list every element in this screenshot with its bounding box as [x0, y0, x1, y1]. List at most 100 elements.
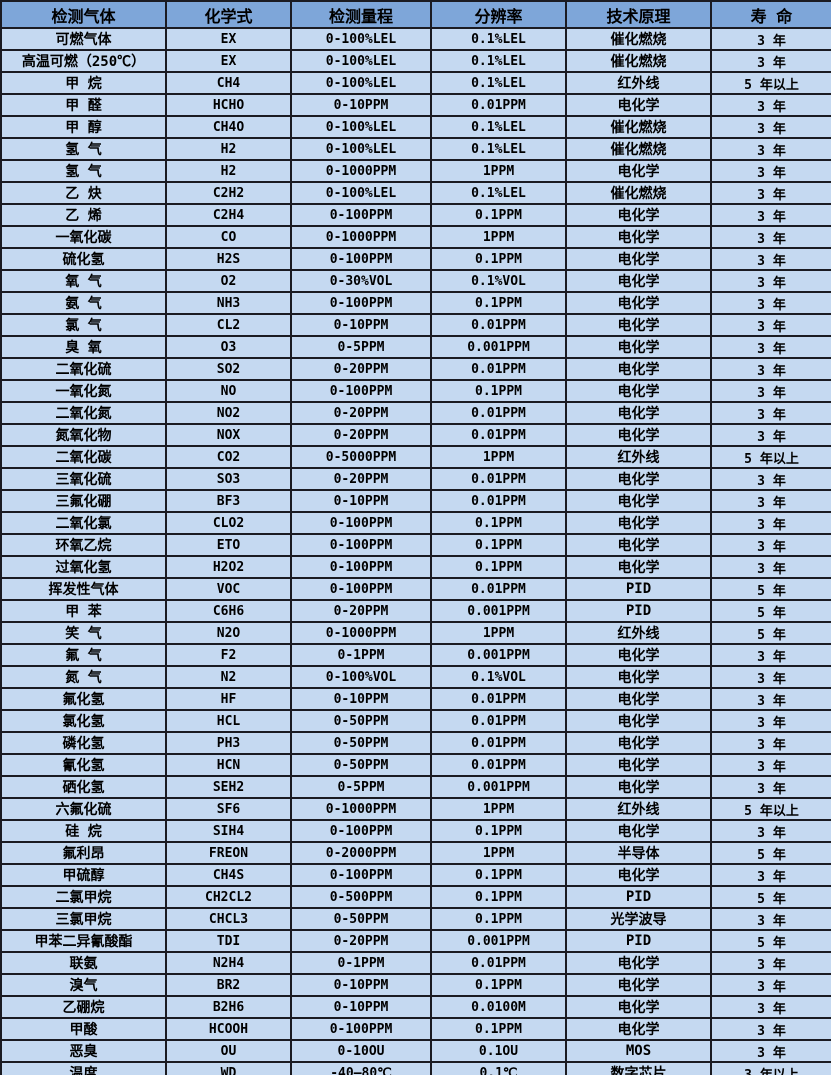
- cell-chemical-formula: SF6: [165, 797, 292, 821]
- cell-resolution: 0.0100M: [430, 995, 567, 1019]
- cell-technology-principle: 电化学: [565, 819, 712, 843]
- cell-gas-name: 三氯甲烷: [0, 907, 167, 931]
- cell-detection-range: 0-100PPM: [290, 203, 432, 227]
- cell-gas-name: 可燃气体: [0, 27, 167, 51]
- table-body: 可燃气体 EX 0-100%LEL 0.1%LEL 催化燃烧 3 年高温可燃（250℃） E…: [0, 27, 831, 1075]
- cell-resolution: 0.1%LEL: [430, 71, 567, 95]
- cell-lifespan: 3 年: [710, 291, 831, 315]
- cell-gas-name: 氟利昂: [0, 841, 167, 865]
- cell-lifespan: 3 年: [710, 401, 831, 425]
- cell-lifespan: 5 年: [710, 885, 831, 909]
- cell-detection-range: 0-100%LEL: [290, 27, 432, 51]
- cell-lifespan: 3 年: [710, 137, 831, 161]
- cell-resolution: 0.001PPM: [430, 643, 567, 667]
- cell-detection-range: 0-100PPM: [290, 533, 432, 557]
- cell-gas-name: 二氧化氮: [0, 401, 167, 425]
- cell-chemical-formula: HF: [165, 687, 292, 711]
- cell-chemical-formula: SO2: [165, 357, 292, 381]
- cell-gas-name: 六氟化硫: [0, 797, 167, 821]
- cell-chemical-formula: H2S: [165, 247, 292, 271]
- cell-resolution: 0.001PPM: [430, 335, 567, 359]
- cell-resolution: 0.01PPM: [430, 753, 567, 777]
- cell-chemical-formula: HCHO: [165, 93, 292, 117]
- cell-resolution: 0.01PPM: [430, 401, 567, 425]
- cell-detection-range: 0-10PPM: [290, 313, 432, 337]
- table-row: 六氟化硫 SF6 0-1000PPM 1PPM 红外线 5 年以上: [0, 797, 831, 821]
- cell-lifespan: 3 年: [710, 357, 831, 381]
- cell-detection-range: 0-100PPM: [290, 577, 432, 601]
- cell-detection-range: 0-100%VOL: [290, 665, 432, 689]
- cell-resolution: 1PPM: [430, 445, 567, 469]
- cell-technology-principle: 催化燃烧: [565, 137, 712, 161]
- cell-detection-range: 0-20PPM: [290, 423, 432, 447]
- cell-gas-name: 氮 气: [0, 665, 167, 689]
- table-row: 高温可燃（250℃） EX 0-100%LEL 0.1%LEL 催化燃烧 3 年: [0, 49, 831, 73]
- cell-detection-range: 0-100PPM: [290, 291, 432, 315]
- cell-gas-name: 乙 炔: [0, 181, 167, 205]
- cell-resolution: 0.001PPM: [430, 775, 567, 799]
- cell-technology-principle: 电化学: [565, 533, 712, 557]
- cell-chemical-formula: BF3: [165, 489, 292, 513]
- cell-technology-principle: 电化学: [565, 775, 712, 799]
- cell-lifespan: 3 年: [710, 1017, 831, 1041]
- cell-gas-name: 温度: [0, 1061, 167, 1075]
- cell-detection-range: 0-5PPM: [290, 775, 432, 799]
- cell-technology-principle: PID: [565, 577, 712, 601]
- cell-technology-principle: 电化学: [565, 863, 712, 887]
- cell-gas-name: 二氯甲烷: [0, 885, 167, 909]
- cell-chemical-formula: H2: [165, 159, 292, 183]
- cell-gas-name: 氧 气: [0, 269, 167, 293]
- cell-technology-principle: 电化学: [565, 995, 712, 1019]
- cell-gas-name: 氮氧化物: [0, 423, 167, 447]
- cell-chemical-formula: O2: [165, 269, 292, 293]
- table-row: 二氧化氯 CLO2 0-100PPM 0.1PPM 电化学 3 年: [0, 511, 831, 535]
- table-row: 氯化氢 HCL 0-50PPM 0.01PPM 电化学 3 年: [0, 709, 831, 733]
- cell-chemical-formula: SO3: [165, 467, 292, 491]
- cell-lifespan: 3 年: [710, 753, 831, 777]
- cell-lifespan: 5 年: [710, 621, 831, 645]
- table-row: 二氯甲烷 CH2CL2 0-500PPM 0.1PPM PID 5 年: [0, 885, 831, 909]
- table-row: 挥发性气体 VOC 0-100PPM 0.01PPM PID 5 年: [0, 577, 831, 601]
- cell-lifespan: 3 年: [710, 181, 831, 205]
- table-row: 甲苯二异氰酸酯 TDI 0-20PPM 0.001PPM PID 5 年: [0, 929, 831, 953]
- cell-resolution: 0.001PPM: [430, 929, 567, 953]
- table-row: 硅 烷 SIH4 0-100PPM 0.1PPM 电化学 3 年: [0, 819, 831, 843]
- cell-gas-name: 甲硫醇: [0, 863, 167, 887]
- cell-chemical-formula: OU: [165, 1039, 292, 1063]
- cell-technology-principle: 电化学: [565, 973, 712, 997]
- cell-detection-range: 0-10PPM: [290, 995, 432, 1019]
- cell-detection-range: 0-20PPM: [290, 599, 432, 623]
- cell-resolution: 0.1PPM: [430, 555, 567, 579]
- cell-technology-principle: 电化学: [565, 159, 712, 183]
- cell-detection-range: 0-50PPM: [290, 907, 432, 931]
- cell-lifespan: 3 年: [710, 423, 831, 447]
- cell-lifespan: 5 年: [710, 599, 831, 623]
- table-row: 过氧化氢 H2O2 0-100PPM 0.1PPM 电化学 3 年: [0, 555, 831, 579]
- cell-detection-range: 0-30%VOL: [290, 269, 432, 293]
- table-row: 甲 醛 HCHO 0-10PPM 0.01PPM 电化学 3 年: [0, 93, 831, 117]
- cell-detection-range: 0-10PPM: [290, 93, 432, 117]
- cell-lifespan: 3 年: [710, 27, 831, 51]
- cell-gas-name: 硫化氢: [0, 247, 167, 271]
- cell-detection-range: 0-20PPM: [290, 929, 432, 953]
- cell-lifespan: 3 年: [710, 313, 831, 337]
- cell-chemical-formula: H2: [165, 137, 292, 161]
- cell-gas-name: 过氧化氢: [0, 555, 167, 579]
- cell-detection-range: 0-100%LEL: [290, 49, 432, 73]
- cell-resolution: 1PPM: [430, 225, 567, 249]
- cell-lifespan: 3 年: [710, 863, 831, 887]
- cell-detection-range: 0-1000PPM: [290, 621, 432, 645]
- cell-detection-range: 0-500PPM: [290, 885, 432, 909]
- cell-chemical-formula: NOX: [165, 423, 292, 447]
- cell-technology-principle: 电化学: [565, 225, 712, 249]
- table-row: 三氟化硼 BF3 0-10PPM 0.01PPM 电化学 3 年: [0, 489, 831, 513]
- cell-lifespan: 3 年: [710, 203, 831, 227]
- cell-technology-principle: 红外线: [565, 621, 712, 645]
- table-row: 磷化氢 PH3 0-50PPM 0.01PPM 电化学 3 年: [0, 731, 831, 755]
- cell-detection-range: 0-10OU: [290, 1039, 432, 1063]
- cell-technology-principle: 电化学: [565, 709, 712, 733]
- cell-resolution: 0.01PPM: [430, 687, 567, 711]
- cell-chemical-formula: CHCL3: [165, 907, 292, 931]
- table-row: 一氧化碳 CO 0-1000PPM 1PPM 电化学 3 年: [0, 225, 831, 249]
